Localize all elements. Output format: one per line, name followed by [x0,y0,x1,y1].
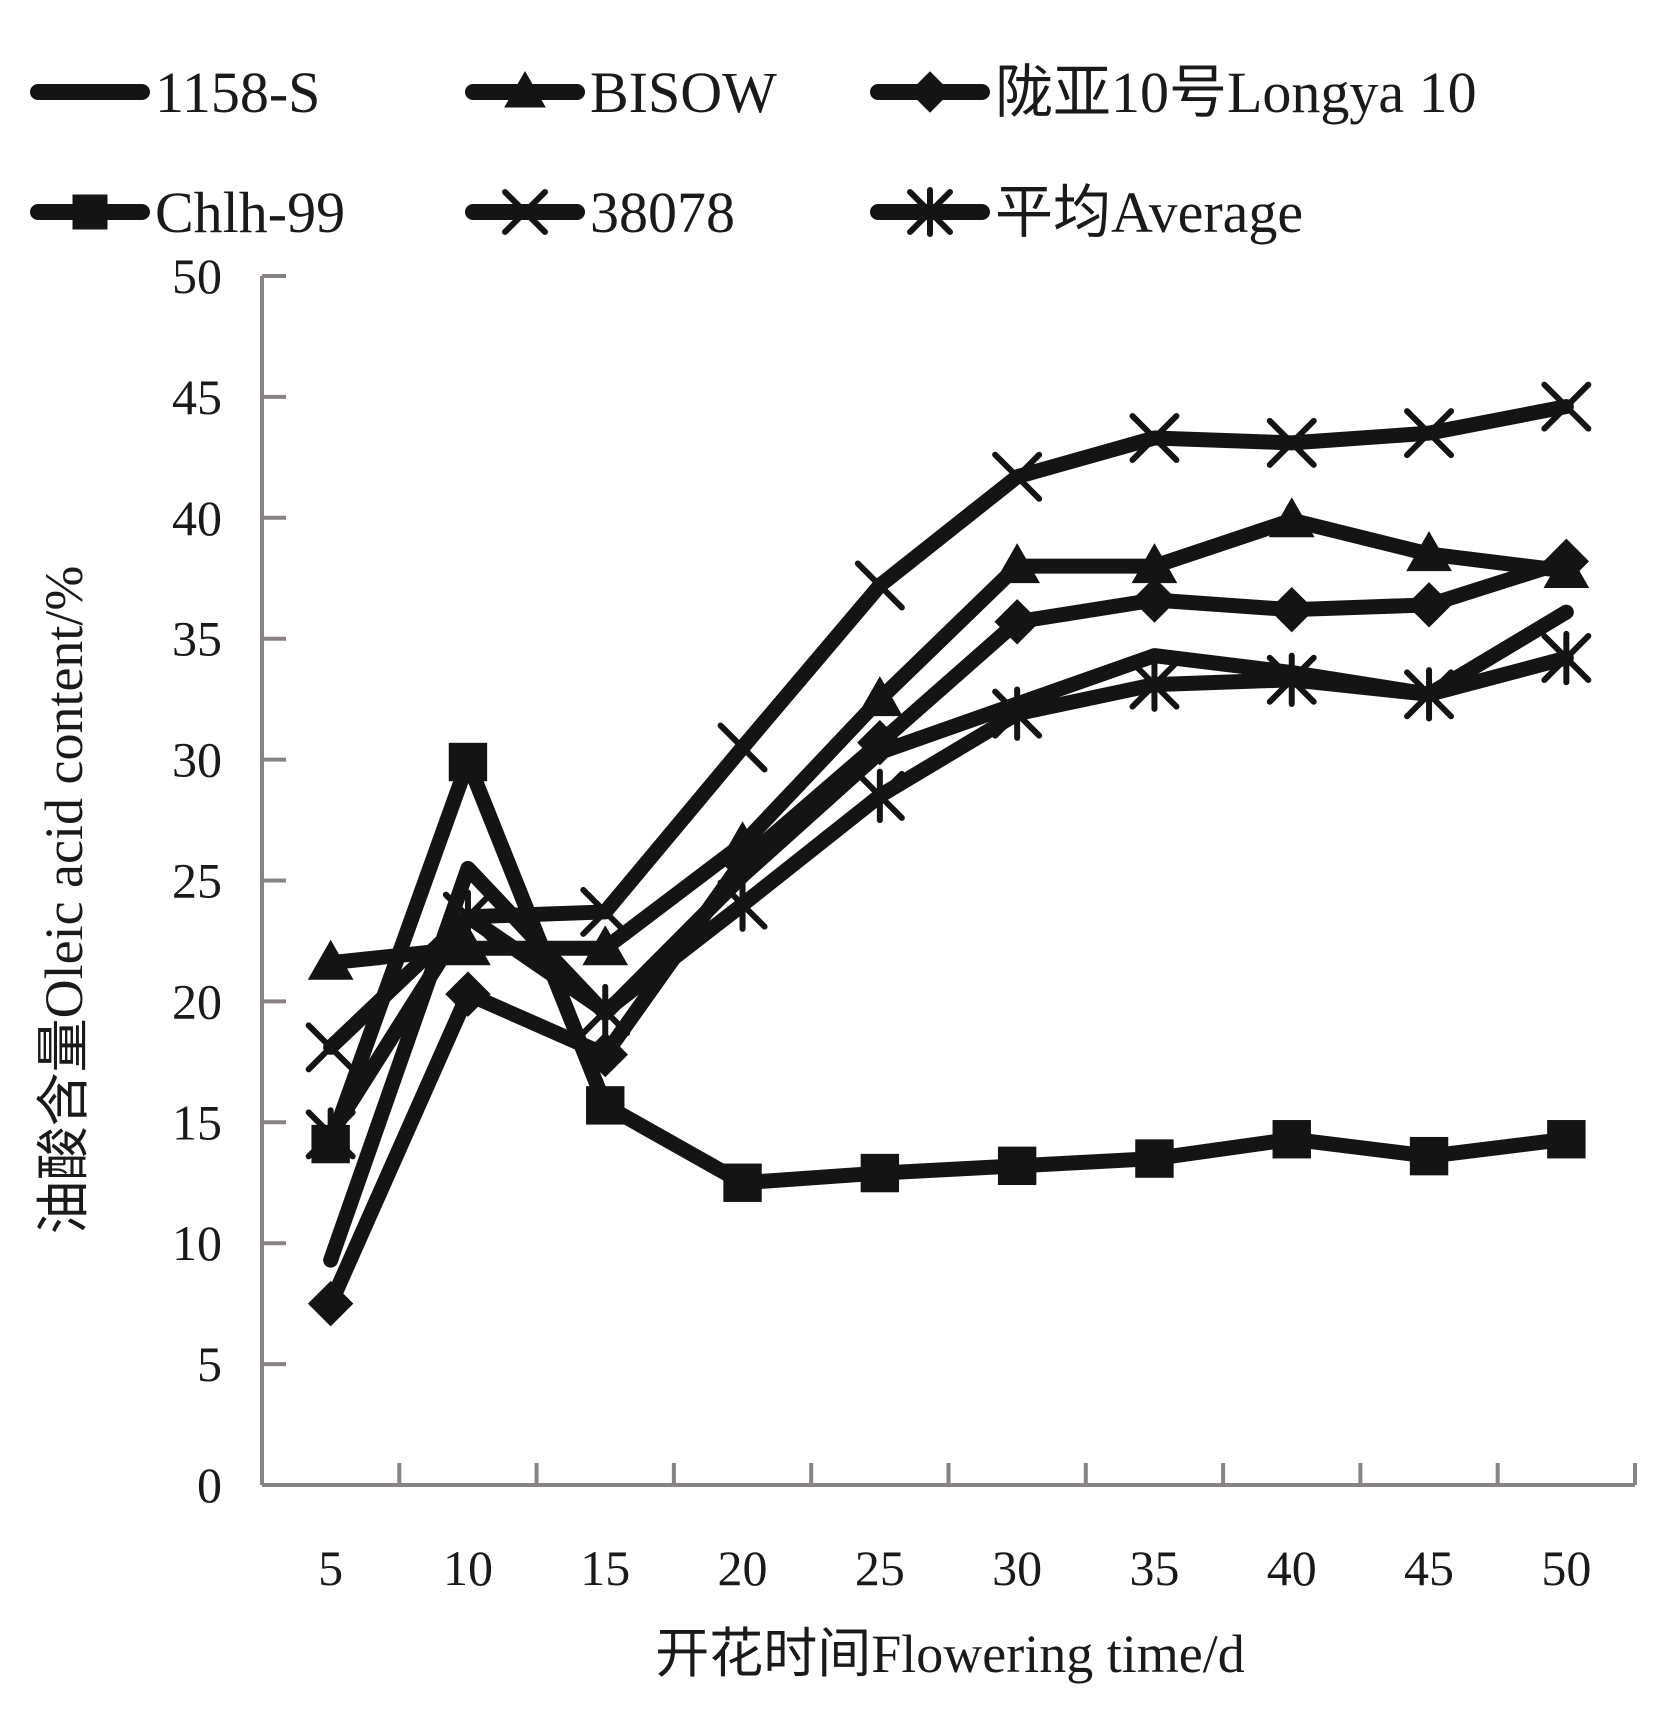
data-point-asterisk [1266,652,1317,708]
data-point-diamond [1131,577,1178,623]
data-point-asterisk [1129,657,1180,712]
data-point-square [1547,1120,1586,1159]
series-line [323,553,1574,1312]
x-tick-label: 15 [580,1540,630,1596]
data-point-triangle [307,939,354,980]
data-point-square [586,1086,625,1125]
data-point-triangle [994,543,1041,584]
x-tick-label: 40 [1267,1540,1317,1596]
legend-label: 平均Average [995,180,1303,245]
y-tick-label: 15 [172,1094,222,1150]
data-point-square [723,1163,762,1202]
data-point-triangle [1406,531,1452,572]
data-point-diamond [445,971,491,1017]
y-axis-title: 油酸含量Oleic acid content/% [34,566,94,1235]
data-point-x [1541,381,1592,432]
y-tick-label: 10 [172,1215,222,1271]
legend-marker-square-icon [72,194,108,230]
data-point-square [1272,1120,1311,1159]
y-tick-label: 40 [172,490,222,546]
series-10-longya-10 [307,538,1590,1327]
data-point-diamond [307,1280,354,1327]
x-axis-title: 开花时间Flowering time/d [655,1624,1244,1684]
y-tick-label: 35 [172,611,222,667]
data-point-square [860,1153,900,1193]
y-tick-label: 25 [172,853,222,909]
legend-item: BISOW [465,60,777,125]
legend-marker-diamond-icon [909,71,951,113]
x-tick-label: 50 [1541,1540,1591,1596]
series-average [305,630,1592,1162]
data-point-x [1129,413,1180,464]
data-point-diamond [857,719,903,766]
y-tick-label: 30 [172,732,222,788]
data-point-asterisk [305,1107,356,1162]
y-tick-label: 0 [197,1457,222,1513]
data-point-asterisk [992,686,1043,741]
legend-label: 1158-S [155,60,320,125]
data-point-triangle [856,676,903,717]
legend-item: Chlh-99 [30,180,345,245]
series-line [323,754,1574,1191]
legend-item: 1158-S [30,60,320,125]
legend: 1158-S BISOW 陇亚10号Longya 10 Chlh-99 38078 平均A… [30,60,1477,245]
x-tick-label: 35 [1129,1540,1179,1596]
data-point-asterisk [854,768,905,824]
series-group [305,381,1592,1327]
data-point-x [717,722,768,773]
x-tick-label: 25 [855,1540,905,1596]
x-tick-label: 10 [443,1540,493,1596]
y-ticks: 0 5 10 15 20 25 30 35 40 45 50 [172,248,286,1513]
data-point-x [305,1022,356,1073]
data-point-x [1266,417,1317,468]
legend-marker-x-icon [502,189,548,235]
legend-label: Chlh-99 [155,180,345,245]
legend-label: 陇亚10号Longya 10 [995,60,1477,125]
legend-item: 38078 [465,180,735,245]
data-point-asterisk [717,877,768,932]
data-point-x [854,560,905,611]
y-tick-label: 5 [197,1336,222,1392]
data-point-asterisk [1541,630,1592,686]
data-point-triangle [582,925,629,966]
x-tick-label: 45 [1404,1540,1454,1596]
data-point-square [997,1146,1037,1186]
data-point-x [580,886,631,937]
x-tick-label: 5 [318,1540,343,1596]
data-point-asterisk [442,889,493,944]
data-point-diamond [1269,586,1315,633]
data-point-square [1409,1136,1449,1176]
x-tick-label: 30 [992,1540,1042,1596]
legend-label: 38078 [590,180,735,245]
series-chlh-99 [311,742,1586,1202]
series-line [323,650,1574,1142]
data-point-square [1135,1139,1174,1178]
data-point-square [448,742,488,782]
data-point-x [1404,408,1455,459]
legend-marker-asterisk-icon [907,187,953,237]
y-tick-label: 20 [172,973,222,1029]
data-point-diamond [1406,582,1452,628]
data-point-diamond [994,599,1040,645]
data-point-asterisk [1404,667,1455,722]
y-tick-label: 50 [172,248,222,304]
legend-item: 陇亚10号Longya 10 [870,60,1477,125]
data-point-asterisk [580,983,631,1039]
data-point-triangle [1268,497,1315,538]
x-ticks: 5 10 15 20 25 30 35 40 45 50 [318,1463,1637,1596]
x-tick-label: 20 [718,1540,768,1596]
data-point-x [992,451,1043,502]
series-line [323,399,1574,1055]
data-point-diamond [1543,538,1590,585]
legend-label: BISOW [590,60,777,125]
legend-item: 平均Average [870,180,1303,245]
legend-marker-triangle-icon [504,70,546,108]
y-tick-label: 45 [172,369,222,425]
